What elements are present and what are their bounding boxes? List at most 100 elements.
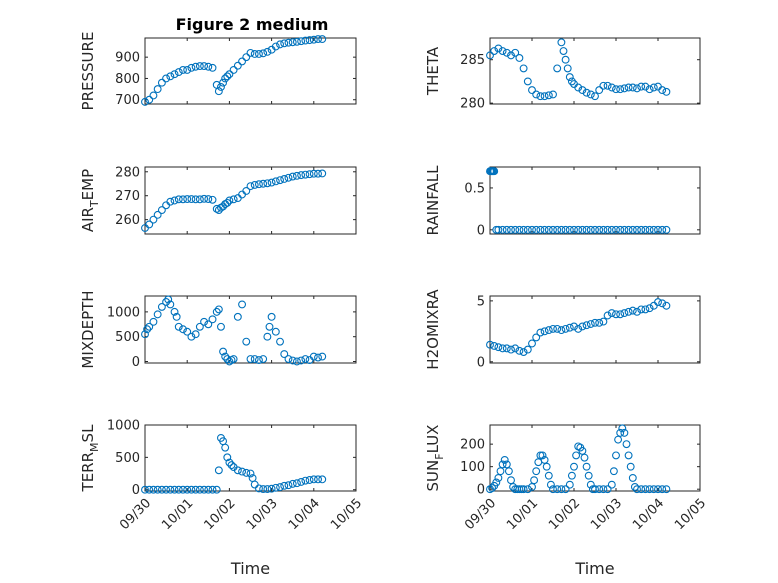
data-point: [649, 83, 658, 92]
y-tick-label: 270: [115, 189, 140, 204]
data-point: [607, 480, 616, 489]
data-point: [586, 480, 595, 489]
data-point: [628, 306, 637, 315]
data-point: [238, 300, 247, 309]
data-point: [166, 197, 175, 206]
data-point: [633, 485, 641, 494]
data-point: [195, 62, 204, 71]
data-point: [170, 485, 179, 494]
data-point: [221, 74, 230, 83]
data-point: [318, 352, 327, 361]
data-point: [259, 179, 268, 188]
data-point: [523, 345, 532, 354]
data-point: [157, 206, 166, 215]
data-point: [309, 169, 318, 178]
data-point: [214, 466, 223, 475]
data-point: [225, 458, 234, 467]
data-point: [549, 485, 557, 494]
data-point: [318, 475, 327, 484]
data-point: [179, 325, 187, 334]
data-point: [511, 225, 520, 234]
data-point: [157, 302, 166, 311]
data-point: [204, 62, 213, 71]
data-point: [507, 51, 515, 60]
data-point: [242, 468, 251, 477]
data-point: [595, 485, 604, 494]
data-point: [612, 451, 620, 460]
data-point: [187, 332, 196, 341]
data-point: [515, 346, 524, 355]
data-point: [229, 65, 238, 74]
data-point: [559, 47, 568, 55]
data-point: [242, 337, 251, 346]
data-point: [267, 484, 276, 493]
data-point: [591, 485, 599, 494]
data-point: [658, 299, 667, 308]
data-point: [212, 307, 221, 316]
data-point: [546, 480, 555, 489]
x-tick-label: 10/01: [504, 496, 541, 533]
data-point: [645, 225, 654, 234]
data-point: [532, 467, 541, 476]
terr-msl-axes: 0 500 1000 09/30 10/01 10/02 10/03 10/04 10/05 Ti…: [79, 419, 365, 579]
data-point: [271, 177, 280, 186]
data-point: [162, 74, 171, 83]
data-point: [314, 475, 322, 484]
y-axis-label: THETA: [424, 46, 442, 96]
data-point: [507, 225, 515, 234]
x-tick-label: 10/05: [328, 496, 365, 533]
y-tick-label: 1000: [107, 305, 140, 320]
data-point: [263, 179, 272, 188]
data-point: [641, 225, 650, 234]
data-point: [229, 195, 238, 204]
data-point: [616, 310, 625, 319]
data-point: [624, 83, 633, 92]
data-point: [599, 225, 608, 234]
data-point: [607, 309, 616, 318]
data-point: [570, 322, 578, 331]
data-point: [599, 81, 608, 90]
data-point: [200, 485, 209, 494]
data-point: [488, 484, 497, 493]
data-point: [595, 86, 604, 95]
data-point: [214, 305, 223, 314]
data-point: [141, 485, 149, 494]
data-point: [578, 225, 587, 234]
data-point: [641, 305, 650, 314]
data-point: [153, 485, 162, 494]
data-point: [498, 344, 507, 353]
data-point: [141, 330, 149, 339]
data-point: [284, 38, 293, 47]
data-point: [557, 38, 566, 47]
data-point: [595, 225, 604, 234]
data-point: [507, 345, 515, 354]
data-point: [519, 485, 528, 494]
data-point: [563, 64, 572, 73]
data-point: [254, 180, 263, 189]
data-point: [528, 225, 536, 234]
data-point: [141, 97, 149, 106]
data-point: [238, 467, 247, 476]
y-tick-label: 0: [477, 355, 485, 370]
data-point: [233, 466, 242, 475]
data-point: [204, 320, 213, 329]
data-point: [662, 485, 671, 494]
data-point: [314, 169, 322, 178]
data-point: [538, 451, 547, 460]
data-point: [582, 225, 591, 234]
data-point: [276, 40, 284, 49]
data-point: [494, 225, 503, 234]
data-point: [612, 225, 620, 234]
data-point: [628, 83, 637, 92]
data-point: [519, 64, 528, 73]
data-point: [536, 451, 545, 460]
data-point: [145, 485, 154, 494]
x-tick-label: 10/02: [546, 496, 583, 533]
data-point: [254, 356, 263, 364]
x-tick-label: 09/30: [117, 496, 154, 533]
data-point: [305, 476, 314, 484]
data-point: [490, 341, 499, 350]
data-point: [574, 225, 583, 234]
y-tick-label: 5: [477, 294, 485, 309]
